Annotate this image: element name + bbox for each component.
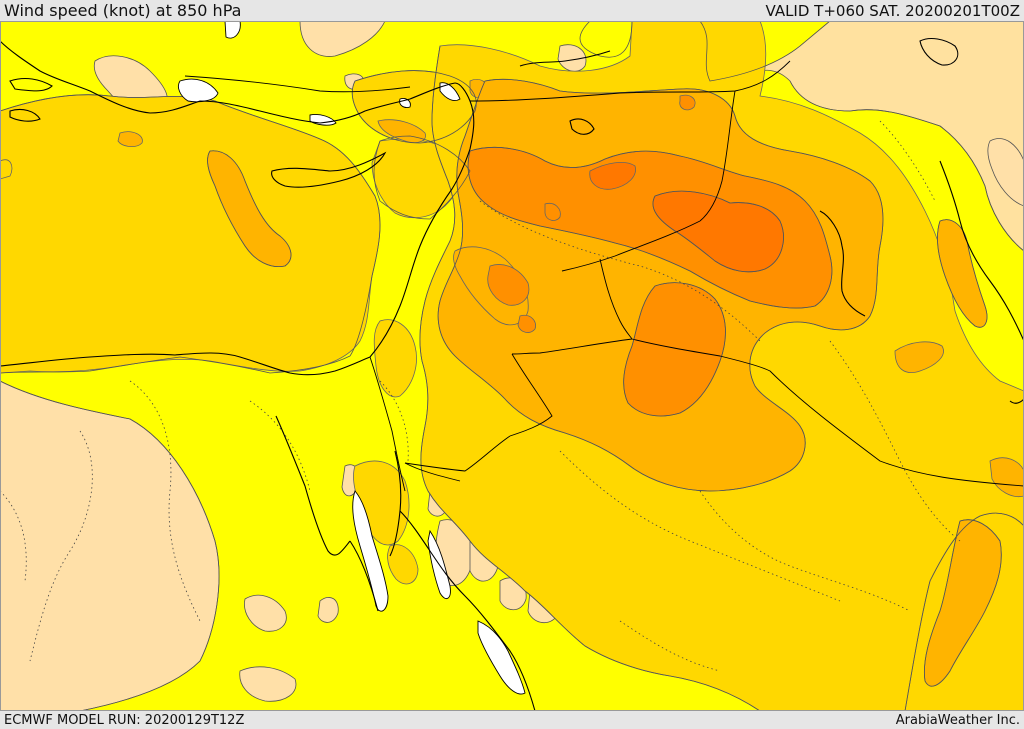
isotach-contours xyxy=(0,21,1024,711)
secondary-contours xyxy=(0,120,961,672)
map-title: Wind speed (knot) at 850 hPa xyxy=(4,1,242,20)
valid-time-label: VALID T+060 SAT. 20200201T00Z xyxy=(765,2,1020,20)
wind-speed-map xyxy=(0,21,1024,711)
gulf-of-suez xyxy=(352,490,389,612)
credit-label: ArabiaWeather Inc. xyxy=(895,713,1020,728)
header-bar: Wind speed (knot) at 850 hPa VALID T+060… xyxy=(0,0,1024,21)
footer-bar: ECMWF MODEL RUN: 20200129T12Z ArabiaWeat… xyxy=(0,711,1024,729)
water-bodies xyxy=(177,21,526,695)
map-canvas xyxy=(0,21,1024,711)
coastlines xyxy=(0,37,1024,711)
model-run-label: ECMWF MODEL RUN: 20200129T12Z xyxy=(4,713,245,728)
political-borders xyxy=(184,60,1024,492)
